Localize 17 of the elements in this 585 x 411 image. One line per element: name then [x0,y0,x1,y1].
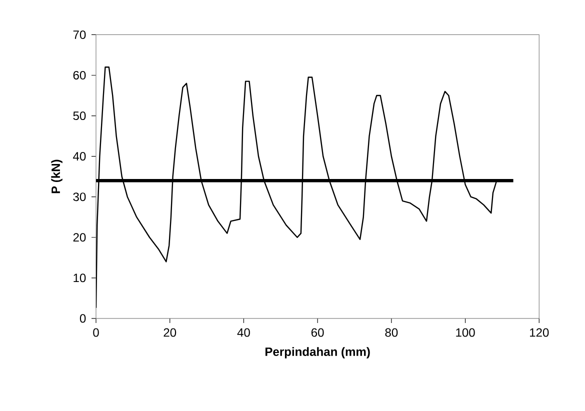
x-axis-title: Perpindahan (mm) [265,346,370,358]
y-tick-label: 30 [73,192,86,201]
y-tick-label: 60 [73,70,86,80]
x-tick-label: 120 [530,328,549,337]
y-tick-label: 40 [73,152,86,160]
y-tick-label: 50 [73,111,86,120]
y-tick-label: 0 [80,314,86,322]
x-tick-label: 80 [385,328,398,337]
y-axis-title: P (kN) [51,160,62,193]
x-tick-label: 40 [237,328,250,337]
x-tick-label: 100 [456,328,475,337]
y-tick-label: 70 [73,30,86,39]
x-tick-label: 20 [164,328,176,337]
x-tick-label: 0 [93,328,99,337]
x-tick-label: 60 [311,328,324,337]
y-tick-label: 10 [74,273,86,282]
y-tick-label: 20 [73,232,86,242]
